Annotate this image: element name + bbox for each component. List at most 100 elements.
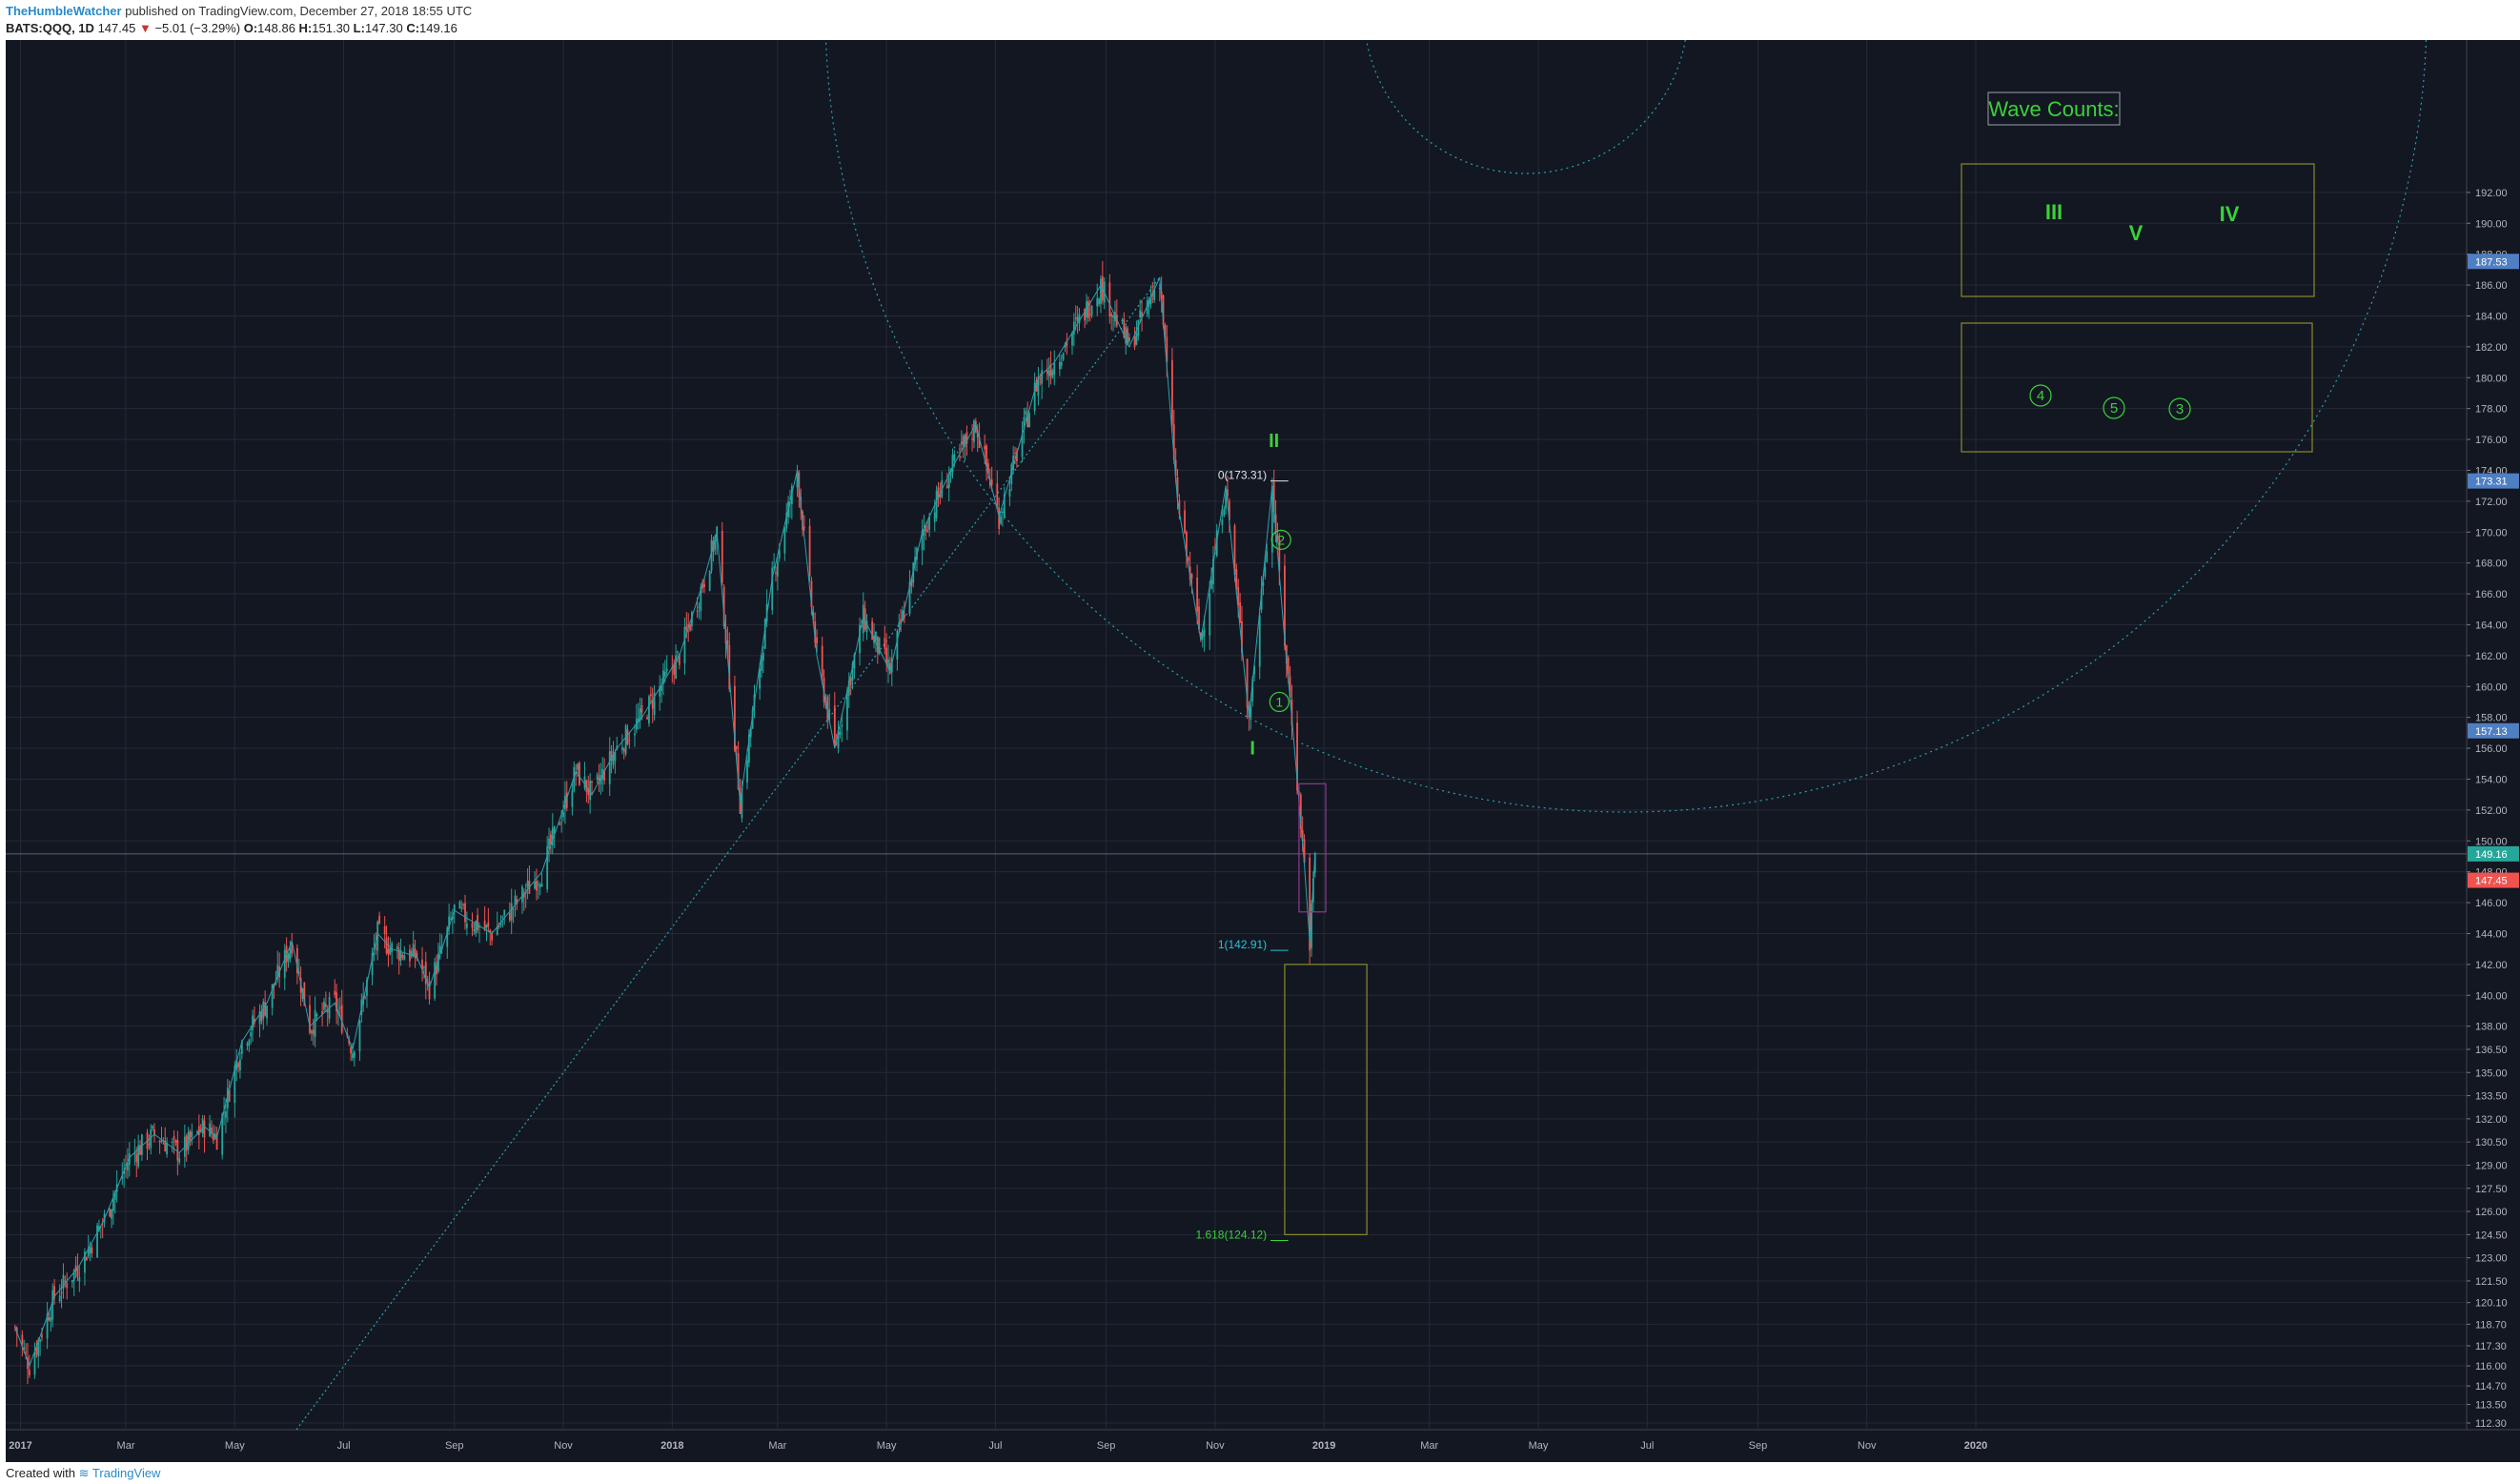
candle-body <box>1260 588 1263 610</box>
candle-body <box>698 606 701 608</box>
chart-area[interactable]: 192.00190.00188.00186.00184.00182.00180.… <box>6 0 2520 1462</box>
candle-body <box>1262 582 1265 585</box>
tradingview-brand[interactable]: TradingView <box>91 1466 161 1480</box>
candle-body <box>491 933 493 941</box>
candle-body <box>735 745 738 749</box>
candle-body <box>225 1111 227 1118</box>
y-tick-label: 144.00 <box>2475 928 2508 940</box>
price-axis-tag <box>2468 872 2519 888</box>
zigzag-line <box>14 276 1316 1368</box>
author-link[interactable]: TheHumbleWatcher <box>6 4 122 18</box>
candle-body <box>78 1277 81 1282</box>
candle-body <box>898 621 901 627</box>
candle-body <box>612 754 615 765</box>
price-chart[interactable]: 192.00190.00188.00186.00184.00182.00180.… <box>6 0 2520 1462</box>
candle-body <box>859 624 861 654</box>
y-tick-label: 160.00 <box>2475 681 2508 693</box>
candle-body <box>1096 297 1099 307</box>
candle-body <box>1135 333 1138 345</box>
y-tick-label: 154.00 <box>2475 774 2508 785</box>
candle-body <box>35 1347 38 1354</box>
candle-body <box>228 1089 231 1102</box>
candle-body <box>160 1140 163 1142</box>
y-tick-label: 150.00 <box>2475 836 2508 847</box>
publish-line: TheHumbleWatcher published on TradingVie… <box>6 4 472 18</box>
candle-body <box>1274 514 1277 535</box>
candle-body <box>133 1152 136 1155</box>
trendline-upper <box>740 276 1161 837</box>
candle-body <box>465 923 468 928</box>
candle-body <box>821 645 823 677</box>
candle-body <box>1171 359 1173 425</box>
candle-body <box>189 1130 192 1141</box>
tradingview-logo-icon[interactable]: ≋ <box>78 1466 90 1480</box>
candle-body <box>984 446 986 450</box>
candle-body <box>1139 310 1142 317</box>
candle-body <box>951 455 954 473</box>
candle-body <box>396 946 398 950</box>
candle-body <box>1287 657 1290 676</box>
y-tick-label: 112.30 <box>2475 1418 2507 1430</box>
candle-body <box>171 1141 173 1143</box>
candle-body <box>1125 327 1128 344</box>
candle-body <box>534 881 536 889</box>
candle-body <box>85 1257 88 1261</box>
candle-body <box>628 740 631 742</box>
legend-circle <box>2168 397 2191 420</box>
candle-body <box>423 966 425 968</box>
candle-body <box>887 659 889 668</box>
candle-body <box>436 965 437 975</box>
candle-body <box>326 1009 329 1013</box>
y-tick-label: 124.50 <box>2475 1230 2508 1241</box>
candle-body <box>1199 633 1202 640</box>
x-tick-label: Mar <box>1420 1440 1438 1452</box>
x-tick-label: Nov <box>1206 1440 1225 1452</box>
candle-body <box>437 953 439 972</box>
candle-body <box>663 671 666 677</box>
wave-circle-label: 2 <box>1277 532 1285 547</box>
candle-body <box>700 587 702 612</box>
candle-body <box>1016 451 1018 461</box>
candle-body <box>309 1005 311 1033</box>
candle-body <box>50 1317 52 1322</box>
candle-body <box>662 670 664 684</box>
candle-body <box>1071 333 1073 346</box>
candle-body <box>1008 489 1011 497</box>
y-tick-label: 127.50 <box>2475 1184 2508 1195</box>
publish-info: published on TradingView.com, December 2… <box>125 4 473 18</box>
candle-body <box>148 1143 151 1145</box>
candle-body <box>185 1135 188 1151</box>
candle-body <box>871 620 874 640</box>
candle-body <box>925 524 927 532</box>
candle-body <box>1100 278 1102 304</box>
candle-body <box>385 937 388 954</box>
candle-body <box>1087 301 1089 318</box>
candle-body <box>211 1128 213 1134</box>
candle-body <box>778 549 781 559</box>
candle-body <box>1272 481 1275 513</box>
candle-body <box>928 517 931 530</box>
candle-body <box>986 445 987 467</box>
candle-body <box>689 624 691 631</box>
created-with: Created with ≋ TradingView <box>6 1466 160 1481</box>
candle-body <box>1153 289 1156 300</box>
candle-body <box>949 468 952 478</box>
candle-body <box>903 614 905 619</box>
candle-body <box>921 530 924 551</box>
price-axis-tag <box>2468 722 2519 739</box>
candle-body <box>828 708 831 721</box>
candle-body <box>471 923 474 928</box>
x-tick-label: Jul <box>337 1440 351 1452</box>
candle-body <box>223 1111 225 1113</box>
y-tick-label: 117.30 <box>2475 1341 2507 1352</box>
y-tick-label: 132.00 <box>2475 1114 2508 1126</box>
candle-body <box>640 704 643 713</box>
candle-body <box>960 441 963 445</box>
candle-body <box>498 925 500 927</box>
candle-body <box>1176 478 1179 498</box>
candle-body <box>289 948 292 960</box>
ohlc-line: BATS:QQQ, 1D 147.45 ▼ −5.01 (−3.29%) O:1… <box>6 21 457 35</box>
legend-circled-label: 5 <box>2110 400 2118 417</box>
candle-body <box>722 586 725 626</box>
legend-box-roman <box>1961 163 2315 297</box>
